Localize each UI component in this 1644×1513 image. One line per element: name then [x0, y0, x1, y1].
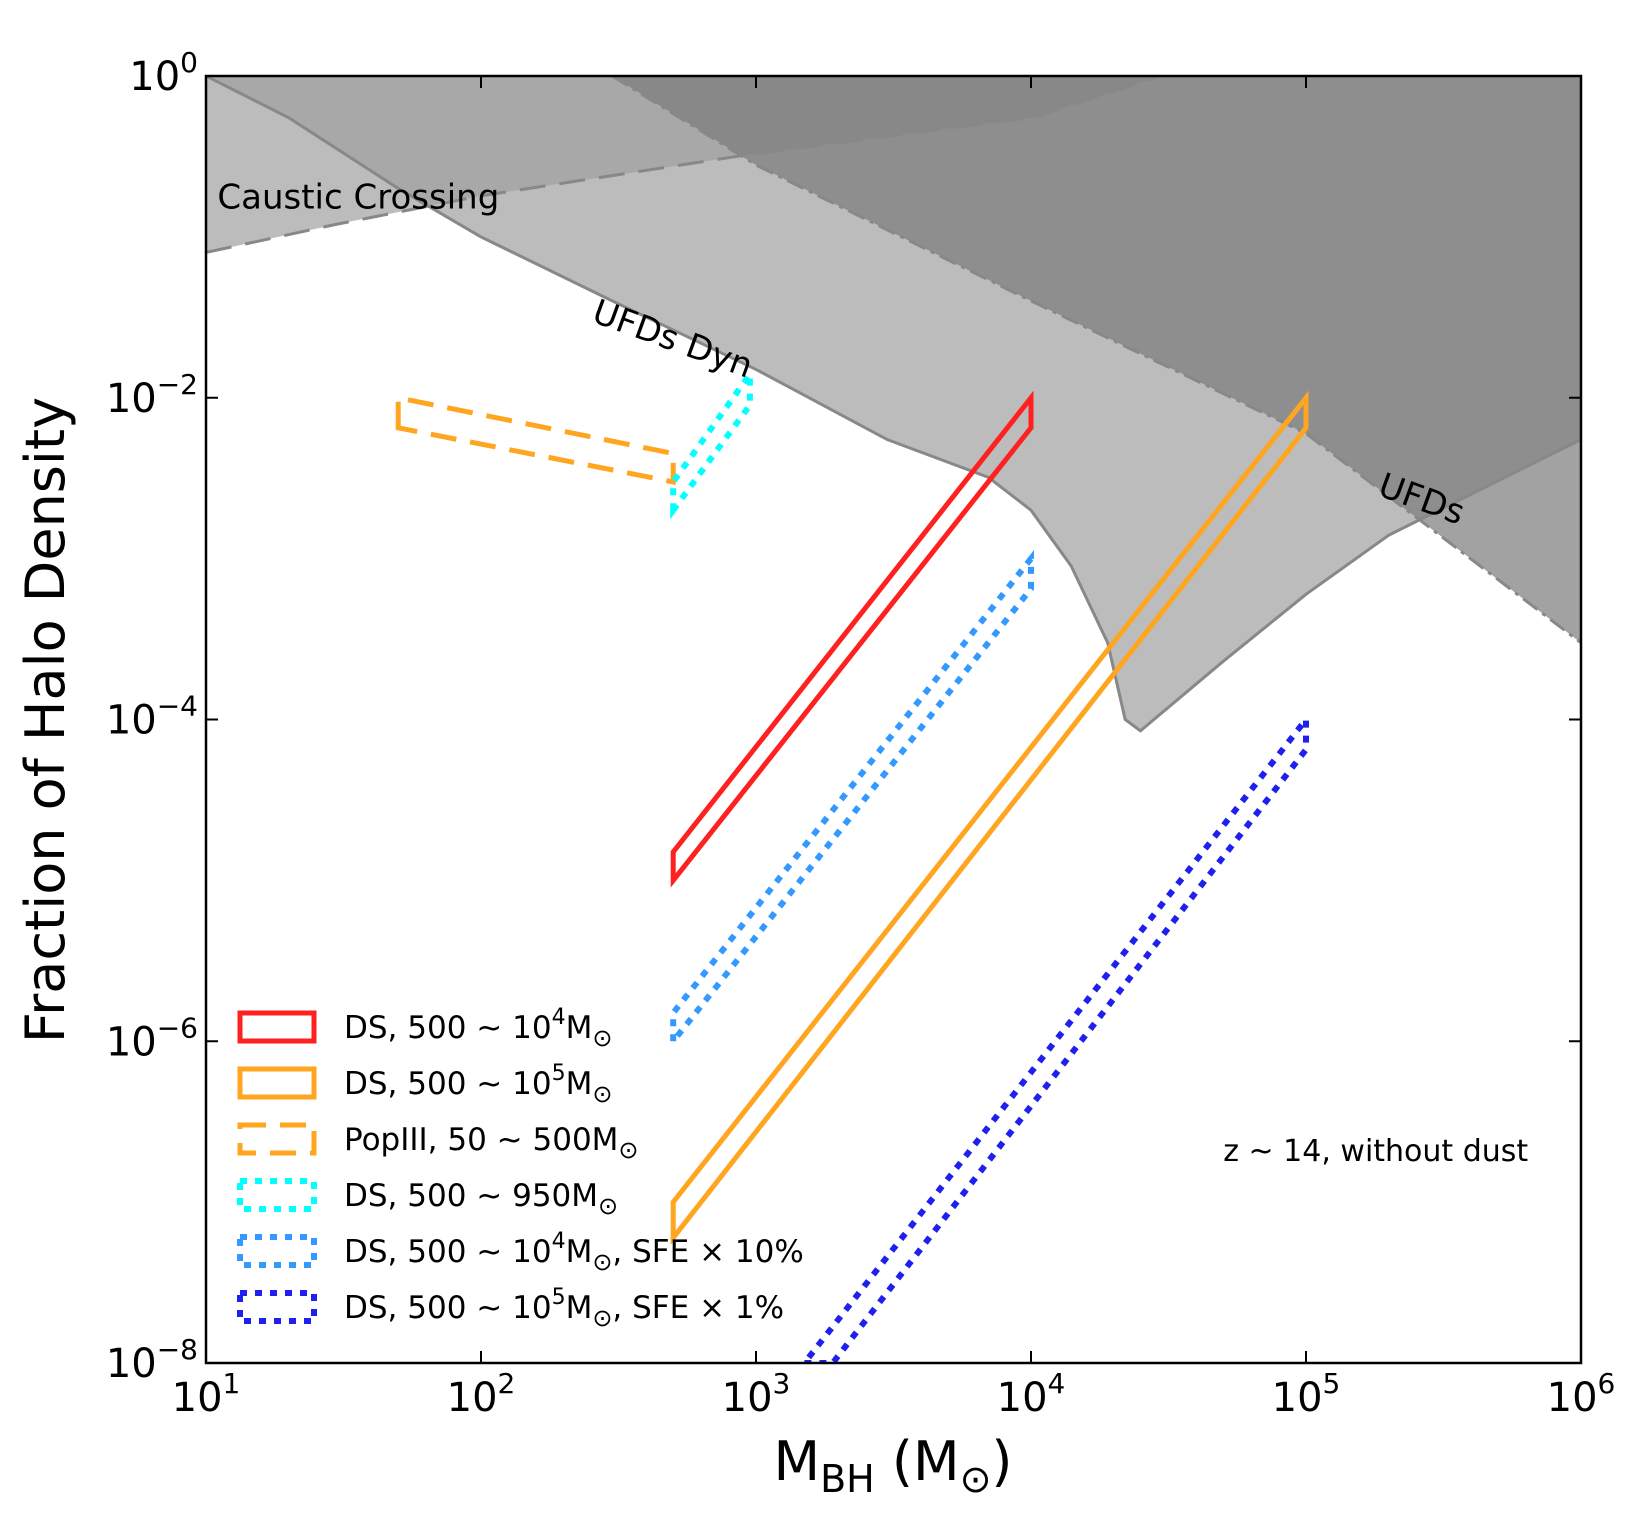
legend-swatch-2 — [237, 1066, 317, 1100]
y-tick-label-0: 100 — [129, 46, 198, 100]
x-tick-label-6: 106 — [1547, 1367, 1616, 1421]
x-axis-label-unit-symbol: ⊙ — [960, 1457, 992, 1501]
series-3-outline — [395, 394, 676, 485]
legend-swatch-5 — [237, 1234, 317, 1268]
x-axis-label-sub: BH — [820, 1457, 875, 1501]
x-tick-label-4: 104 — [997, 1367, 1066, 1421]
region-boundary-ufds-dyn — [206, 76, 1581, 733]
x-tick-label-2: 102 — [447, 1367, 516, 1421]
y-tick-label-6: 10−6 — [106, 1011, 198, 1065]
annotation-caustic-crossing: Caustic Crossing — [217, 178, 499, 218]
x-axis-label-main: M — [773, 1430, 820, 1493]
legend-label-6: DS, 500 ~ 105M⊙, SFE × 1% — [344, 1285, 784, 1332]
region-boundaries — [206, 76, 1581, 733]
x-tick-label-1: 101 — [172, 1367, 241, 1421]
x-tick-label-3: 103 — [722, 1367, 791, 1421]
region-ufds — [206, 76, 1581, 643]
x-axis-label-unit: (M — [892, 1430, 960, 1493]
x-tick-label-5: 105 — [1272, 1367, 1341, 1421]
legend-swatch-4 — [237, 1178, 317, 1212]
legend-label-3: PopIII, 50 ~ 500M⊙ — [344, 1122, 639, 1164]
y-tick-label-4: 10−4 — [106, 690, 198, 744]
region-boundary-ufds — [611, 76, 1581, 644]
x-axis-label-close: ) — [991, 1430, 1012, 1493]
legend-label-2: DS, 500 ~ 105M⊙ — [344, 1061, 612, 1108]
y-tick-label-8: 10−8 — [106, 1333, 198, 1387]
axis-ticks: 101 102 103 104 105 106 100 10−2 10−4 10−6 10−8 — [106, 46, 1616, 1421]
legend-swatch-3 — [237, 1122, 317, 1156]
series-4-outline — [670, 364, 753, 520]
series-1-outline — [670, 390, 1034, 888]
data-series — [395, 364, 1309, 1363]
series-2-outline — [670, 390, 1309, 1246]
legend-label-1: DS, 500 ~ 104M⊙ — [344, 1005, 612, 1052]
y-tick-label-2: 10−2 — [106, 368, 198, 422]
exclusion-regions — [206, 76, 1581, 731]
series-5-outline — [670, 549, 1034, 1050]
legend-label-4: DS, 500 ~ 950M⊙ — [344, 1178, 618, 1220]
region-boundary-caustic-crossing — [206, 76, 1163, 254]
series-6-outline — [800, 710, 1309, 1363]
y-axis-label: Fraction of Halo Density — [14, 397, 77, 1043]
legend-label-5: DS, 500 ~ 104M⊙, SFE × 10% — [344, 1229, 804, 1276]
x-axis-label: MBH (M⊙) — [773, 1430, 1012, 1501]
legend-swatch-6 — [237, 1290, 317, 1324]
annotation-z-14-without-dust: z ~ 14, without dust — [1223, 1134, 1528, 1169]
legend: DS, 500 ~ 104M⊙ DS, 500 ~ 105M⊙ PopIII, 50… — [237, 1005, 804, 1332]
legend-swatch-1 — [237, 1010, 317, 1044]
